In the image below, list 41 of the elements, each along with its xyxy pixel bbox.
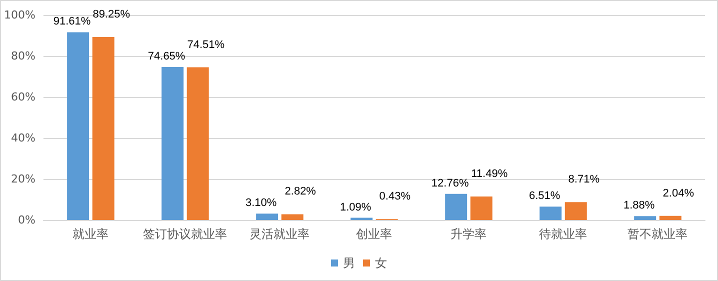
y-tick-label: 60% (10, 90, 36, 104)
legend-label: 女 (375, 256, 387, 270)
data-label: 74.51% (187, 38, 225, 51)
data-label: 1.88% (623, 200, 655, 212)
data-label: 0.43% (379, 190, 411, 203)
y-tick-label: 0% (18, 214, 36, 226)
data-label: 3.10% (245, 197, 277, 210)
x-tick-label: 创业率 (356, 227, 392, 241)
data-label: 6.51% (528, 190, 560, 202)
y-tick-label: 100% (4, 8, 36, 22)
data-label: 11.49% (471, 168, 508, 180)
data-label: 89.25% (92, 8, 130, 21)
y-tick-label: 40% (10, 132, 36, 144)
x-tick-label: 待就业率 (539, 227, 588, 241)
bar (564, 202, 587, 220)
data-label: 12.76% (431, 177, 469, 190)
x-tick-label: 就业率 (72, 227, 109, 241)
bar (186, 67, 209, 220)
bar (281, 214, 304, 220)
data-label: 2.82% (284, 186, 316, 198)
bar (162, 66, 184, 220)
bar (540, 206, 562, 220)
data-label: 8.71% (568, 174, 600, 186)
y-tick-label: 80% (10, 50, 36, 62)
bar (634, 216, 656, 220)
data-label: 1.09% (340, 201, 372, 214)
data-label: 2.04% (662, 187, 694, 200)
y-tick-label: 20% (10, 172, 36, 186)
bar (659, 216, 682, 220)
x-tick-label: 升学率 (450, 227, 487, 241)
x-tick-label: 签订协议就业率 (143, 227, 228, 241)
bar (445, 194, 468, 220)
x-tick-label: 暂不就业率 (628, 227, 688, 241)
bar (92, 37, 114, 220)
data-label: 74.65% (148, 50, 186, 62)
legend-label: 男 (343, 256, 355, 270)
x-tick-label: 灵活就业率 (250, 227, 310, 241)
data-label: 91.61% (53, 16, 91, 28)
bar (67, 32, 90, 220)
bar (256, 214, 278, 220)
bar (470, 196, 492, 220)
